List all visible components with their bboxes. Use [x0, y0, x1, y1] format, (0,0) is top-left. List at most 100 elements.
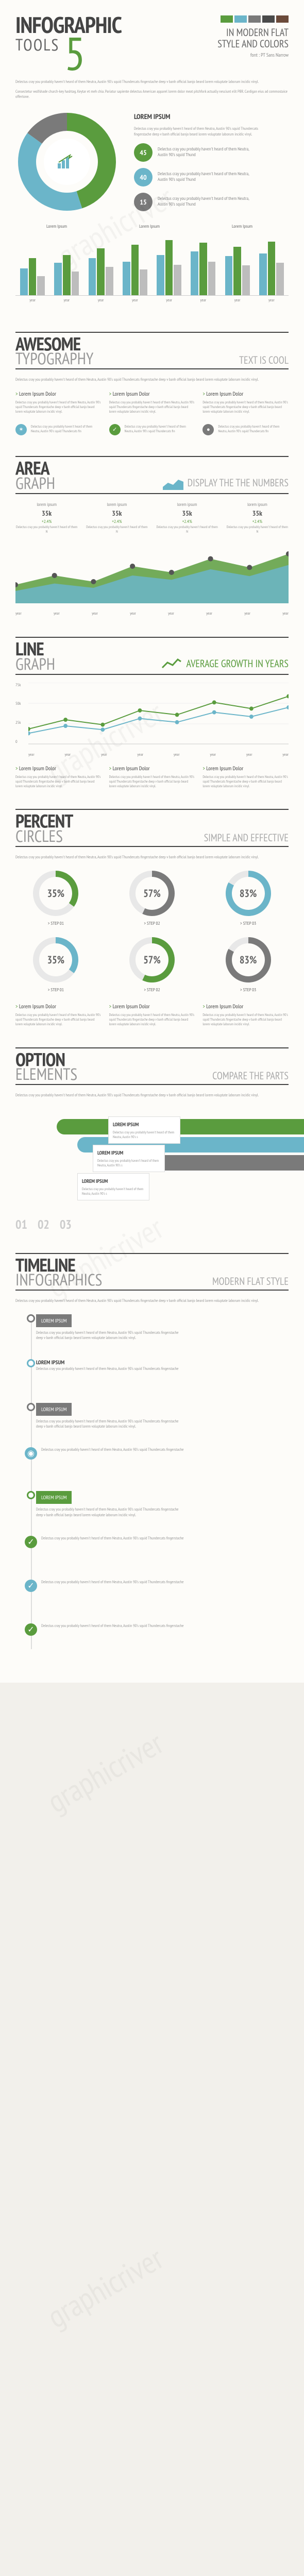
pct-row-1: 35%STEP 0157%STEP 0283%STEP 03: [15, 870, 289, 926]
step-label: STEP 01: [32, 987, 79, 993]
option-curve: [57, 1119, 304, 1134]
tl-box: LOREM IPSUM: [36, 1314, 72, 1327]
typo-col-text: Delectus cray you probably haven't heard…: [202, 400, 289, 414]
area-sub: GRAPH: [15, 476, 55, 490]
typo-sub: TYPOGRAPHY: [15, 351, 93, 365]
main-title: INFOGRAPHIC: [15, 15, 198, 35]
line-columns: Lorem Ipsum DolorDelectus cray you proba…: [15, 765, 289, 788]
tl-text: Delectus cray you probably haven't heard…: [36, 1366, 180, 1371]
stat-badge: 40: [134, 168, 153, 187]
tl-header: TIMELINE INFOGRAPHICS MODERN FLAT STYLE: [15, 1253, 289, 1291]
typo-col: Lorem Ipsum DolorDelectus cray you proba…: [109, 391, 195, 414]
stat-text: Delectus cray you probably haven't heard…: [158, 172, 250, 183]
typo-col-head: Lorem Ipsum Dolor: [202, 391, 289, 398]
tl-node: [27, 1403, 35, 1411]
area-stat: lorem ipsum35k+2.4%Delectus cray you pro…: [15, 502, 78, 534]
timeline-item: LOREM IPSUMDelectus cray you probably ha…: [36, 1314, 289, 1341]
stat-item: 15Delectus cray you probably haven't hea…: [134, 193, 268, 211]
bar: [63, 255, 71, 295]
bar: [233, 247, 241, 295]
bar-group: [54, 228, 79, 295]
option-curves: LOREM IPSUMDelectus cray you probably ha…: [15, 1109, 289, 1232]
bar: [157, 255, 164, 295]
tl-text: Delectus cray you probably haven't heard…: [36, 1507, 180, 1518]
stat-item: 45Delectus cray you probably haven't hea…: [134, 143, 268, 162]
bar-group: [191, 228, 215, 295]
bar: [140, 269, 147, 295]
typo-col: Lorem Ipsum Dolor Delectus cray you proba…: [15, 391, 102, 414]
tl-text: Delectus cray you probably haven't heard…: [41, 1447, 185, 1452]
area-header: AREA GRAPH DISPLAY THE THE NUMBERS: [15, 456, 289, 494]
color-swatches: [206, 15, 289, 23]
bar-group: [89, 228, 113, 295]
icon-item: ✶Delectus cray you probably haven't hear…: [15, 424, 102, 435]
line-col: Lorem Ipsum DolorDelectus cray you proba…: [202, 765, 289, 788]
bar: [89, 258, 96, 295]
bar: [174, 265, 181, 295]
header-tag: IN MODERN FLAT STYLE AND COLORS: [206, 27, 289, 49]
timeline-item: ✓Delectus cray you probably haven't hear…: [36, 1623, 289, 1649]
bar: [72, 272, 79, 295]
bar: [54, 263, 62, 295]
icon-item: ●Delectus cray you probably haven't hear…: [202, 424, 289, 435]
watermark: graphicriver: [40, 2238, 170, 2336]
donut-title: LOREM IPSUM: [134, 112, 268, 121]
bar: [106, 267, 113, 295]
round-icon: ✶: [15, 424, 27, 435]
tl-lorem: Delectus cray you probably haven't heard…: [15, 1298, 289, 1303]
opt-tag: COMPARE THE PARTS: [212, 1071, 289, 1081]
area-stat: lorem ipsum35k+2.4%Delectus cray you pro…: [226, 502, 289, 534]
bar: [242, 265, 250, 295]
option-numbers: 010203: [15, 1216, 72, 1232]
bar-chart: Lorem Ipsum Lorem Ipsum Lorem Ipsum year…: [15, 229, 289, 311]
swatch: [262, 15, 275, 23]
option-box: LOREM IPSUMDelectus cray you probably ha…: [77, 1173, 149, 1200]
typo-col-head: Lorem Ipsum Dolor: [15, 391, 102, 398]
tl-sub: INFOGRAPHICS: [15, 1273, 102, 1286]
typo-col: Lorem Ipsum Dolor Delectus cray you proba…: [202, 391, 289, 414]
round-icon: ✓: [109, 424, 121, 435]
bar-label: year: [132, 298, 138, 303]
area-tag: DISPLAY THE THE NUMBERS: [188, 478, 289, 488]
area-stats: lorem ipsum35k+2.4%Delectus cray you pro…: [15, 502, 289, 534]
icon-text: Delectus cray you probably haven't heard…: [218, 424, 289, 433]
timeline-item: ✓Delectus cray you probably haven't hear…: [36, 1580, 289, 1605]
icon-item: ✓Delectus cray you probably haven't hear…: [109, 424, 195, 435]
area-stat: lorem ipsum35k+2.4%Delectus cray you pro…: [86, 502, 148, 534]
bar: [268, 242, 276, 295]
typo-col-text: Delectus cray you probably haven't heard…: [15, 400, 102, 414]
pct-columns: Lorem Ipsum DolorDelectus cray you proba…: [15, 1003, 289, 1026]
bar-label: year: [166, 298, 172, 303]
bar-label: year: [200, 298, 207, 303]
pct-circle: 57%STEP 02: [129, 937, 175, 993]
timeline-item: LOREM IPSUMDelectus cray you probably ha…: [36, 1403, 289, 1430]
pct-circle: 83%STEP 03: [225, 870, 272, 926]
bar: [29, 258, 37, 295]
timeline: LOREM IPSUM Delectus cray you probably ha…: [15, 1314, 289, 1649]
stat-item: 40 Delectus cray you probably haven't hea…: [134, 168, 268, 187]
pct-header: PERCENT CIRCLES SIMPLE AND EFFECTIVE: [15, 809, 289, 847]
bar: [165, 240, 173, 295]
tl-text: Delectus cray you probably haven't heard…: [41, 1536, 185, 1541]
bar: [20, 268, 28, 295]
typo-col-text: Delectus cray you probably haven't heard…: [109, 400, 195, 414]
step-label: STEP 02: [129, 987, 175, 993]
donut-center-icon: [44, 139, 90, 185]
swatch: [221, 15, 233, 23]
bar-group: [157, 228, 181, 295]
tl-icon: ✓: [25, 1623, 37, 1636]
swatch: [234, 15, 247, 23]
pct-circle: 83%STEP 03: [225, 937, 272, 993]
stat-text: Delectus cray you probably haven't heard…: [158, 196, 250, 208]
bar-label: year: [29, 298, 36, 303]
step-label: STEP 03: [225, 921, 272, 926]
opt-sub: ELEMENTS: [15, 1067, 77, 1081]
tl-text: Delectus cray you probably haven't heard…: [41, 1580, 185, 1585]
bar-group: [20, 228, 45, 295]
bar-group: [225, 228, 250, 295]
main-number: 5: [64, 35, 86, 72]
area-chart: [15, 541, 289, 603]
stat-text: Delectus cray you probably haven't heard…: [158, 147, 250, 158]
pct-circle: 35%STEP 01: [32, 937, 79, 993]
tl-node: [27, 1359, 35, 1367]
